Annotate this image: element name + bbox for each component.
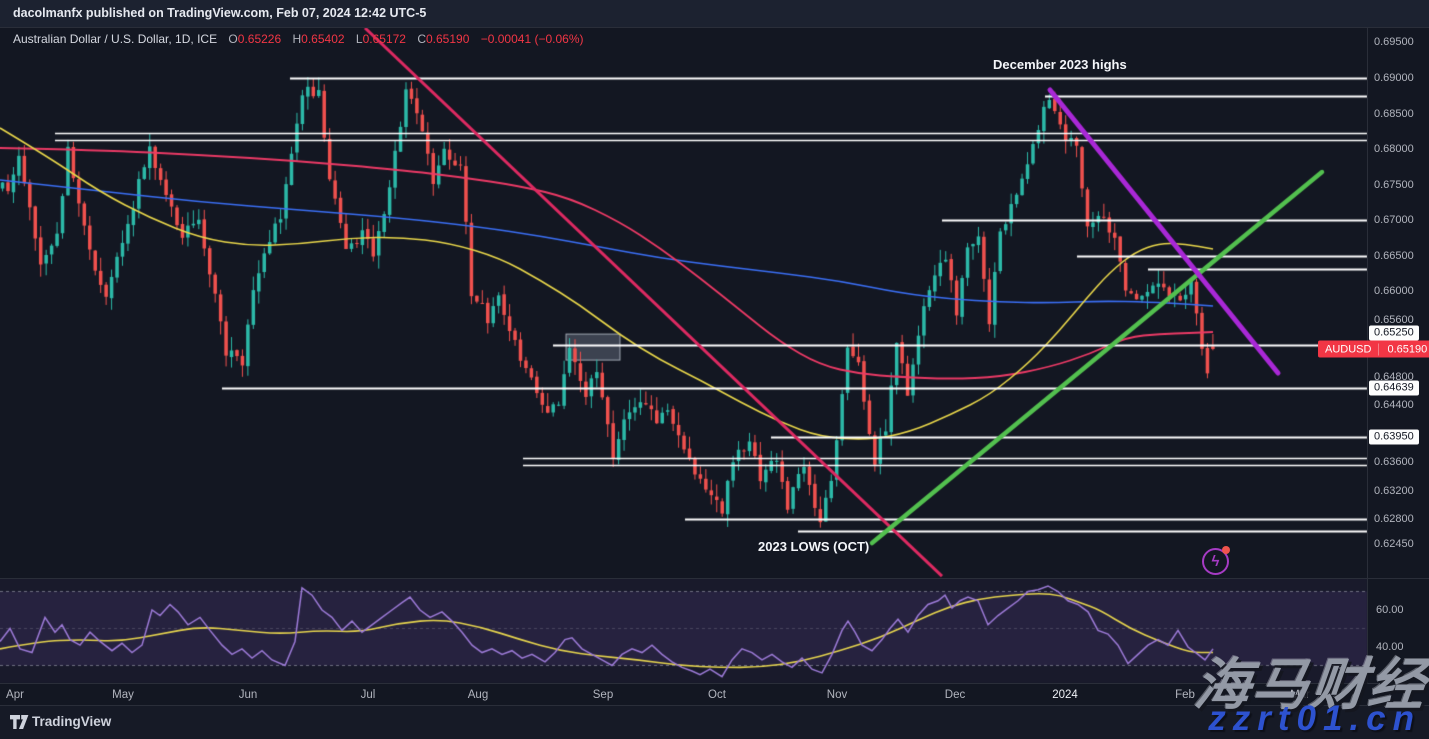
price-tick-label: 0.66500 xyxy=(1374,249,1414,262)
annotation-label-0[interactable]: December 2023 highs xyxy=(993,57,1127,72)
low-value: 0.65172 xyxy=(362,32,406,46)
time-tick-Feb[interactable]: Feb xyxy=(1175,689,1195,701)
price-level-badge: 0.65250 xyxy=(1369,325,1419,341)
price-tick-label: 0.65600 xyxy=(1374,313,1414,326)
price-tick-label: 0.63200 xyxy=(1374,484,1414,497)
low-label: L xyxy=(355,32,363,46)
last-price-badge: AUDUSD 0.65190 xyxy=(1318,340,1429,358)
footer-bar: TradingView xyxy=(0,705,1429,739)
time-tick-Aug[interactable]: Aug xyxy=(467,689,489,701)
rsi-tick-label: 40.00 xyxy=(1376,641,1404,653)
annotation-label-1[interactable]: 2023 LOWS (OCT) xyxy=(758,539,870,554)
symbol-tag: AUDUSD xyxy=(1325,343,1372,355)
price-tick-label: 0.69500 xyxy=(1374,36,1414,49)
time-tick-Apr[interactable]: Apr xyxy=(6,689,24,701)
time-tick-Jul[interactable]: Jul xyxy=(360,689,376,701)
price-level-badge: 0.63950 xyxy=(1369,429,1419,445)
price-tick-label: 0.67500 xyxy=(1374,178,1414,191)
published-text: dacolmanfx published on TradingView.com,… xyxy=(13,6,427,20)
watermark-url: zzrt01.cn xyxy=(1208,699,1421,738)
price-tick-label: 0.64400 xyxy=(1374,399,1414,412)
tradingview-logo-icon[interactable] xyxy=(10,715,29,735)
time-tick-May[interactable]: May xyxy=(112,689,134,701)
price-tick-label: 0.68500 xyxy=(1374,107,1414,120)
pane-separator[interactable] xyxy=(0,578,1429,579)
lightning-ideas-icon[interactable]: ϟ xyxy=(1202,546,1230,575)
price-tick-label: 0.63600 xyxy=(1374,456,1414,469)
published-bar: dacolmanfx published on TradingView.com,… xyxy=(0,0,1429,28)
high-value: 0.65402 xyxy=(301,32,345,46)
time-tick-2024[interactable]: 2024 xyxy=(1052,689,1078,701)
price-tick-label: 0.68000 xyxy=(1374,143,1414,156)
notification-dot xyxy=(1222,546,1230,554)
time-tick-Nov[interactable]: Nov xyxy=(826,689,848,701)
price-level-badge: 0.64639 xyxy=(1369,380,1419,396)
change-value: −0.00041 (−0.06%) xyxy=(480,32,584,46)
time-tick-Mar[interactable]: Mar xyxy=(1290,689,1310,701)
price-tick-label: 0.62800 xyxy=(1374,513,1414,525)
symbol-legend[interactable]: Australian Dollar / U.S. Dollar, 1D, ICE… xyxy=(13,32,583,46)
open-value: 0.65226 xyxy=(237,32,282,46)
price-tick-label: 0.69000 xyxy=(1374,72,1414,84)
tradingview-brand-text[interactable]: TradingView xyxy=(32,714,112,729)
price-tick-label: 0.64800 xyxy=(1374,370,1414,383)
time-tick-Dec[interactable]: Dec xyxy=(944,689,966,701)
high-label: H xyxy=(292,32,302,46)
last-price-value: 0.65190 xyxy=(1378,343,1429,355)
price-tick-label: 0.62450 xyxy=(1374,537,1414,550)
close-label: C xyxy=(417,32,426,46)
price-tick-label: 0.67000 xyxy=(1374,214,1414,227)
time-tick-Sep[interactable]: Sep xyxy=(592,689,614,701)
close-value: 0.65190 xyxy=(426,32,470,46)
time-tick-Oct[interactable]: Oct xyxy=(708,689,726,701)
time-axis-separator xyxy=(0,683,1429,684)
open-label: O xyxy=(228,32,238,46)
price-tick-label: 0.66000 xyxy=(1374,285,1414,298)
bolt-glyph: ϟ xyxy=(1211,553,1220,570)
rsi-tick-label: 60.00 xyxy=(1376,604,1404,616)
symbol-title: Australian Dollar / U.S. Dollar, 1D, ICE xyxy=(13,32,218,46)
time-tick-Jun[interactable]: Jun xyxy=(238,689,258,701)
